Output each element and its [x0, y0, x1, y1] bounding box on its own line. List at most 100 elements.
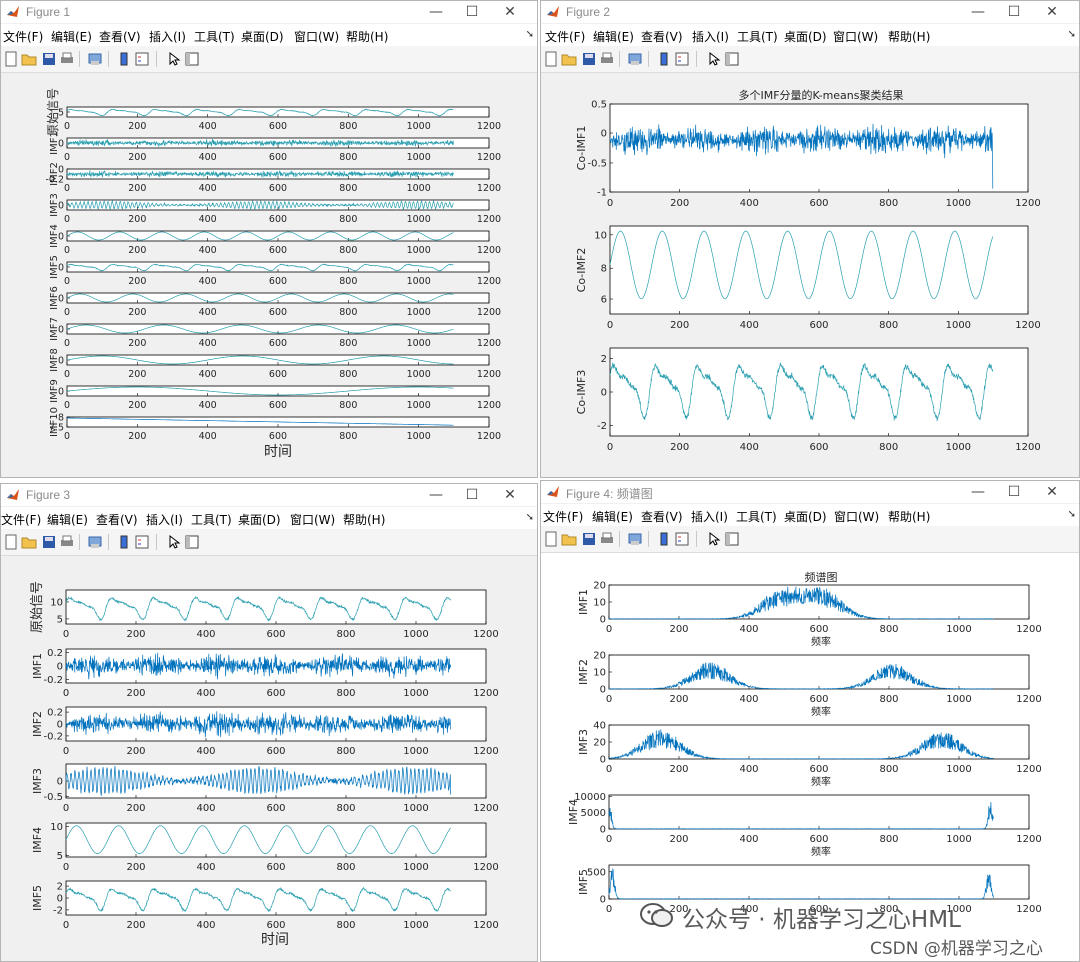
menu-desktop[interactable]: 桌面(D)	[241, 30, 284, 44]
title-bar[interactable]: Figure 3 — ☐ ✕	[1, 484, 537, 506]
x-tick-label: 200	[128, 121, 146, 132]
pointer-icon[interactable]	[166, 534, 182, 550]
menu-help[interactable]: 帮助(H)	[343, 513, 386, 527]
menu-desktop[interactable]: 桌面(D)	[238, 513, 281, 527]
open-folder-icon[interactable]	[561, 51, 577, 67]
legend-icon[interactable]	[674, 531, 690, 547]
pointer-icon[interactable]	[706, 531, 722, 547]
new-file-icon[interactable]	[3, 51, 19, 67]
minimize-button[interactable]: —	[971, 4, 985, 20]
menu-edit[interactable]: 编辑(E)	[593, 30, 634, 44]
menu-insert[interactable]: 插入(I)	[692, 30, 729, 44]
x-tick-label: 200	[126, 862, 145, 873]
x-tick-label: 800	[336, 920, 355, 931]
new-file-icon[interactable]	[543, 51, 559, 67]
colorbar-icon[interactable]	[656, 531, 672, 547]
menu-tools[interactable]: 工具(T)	[737, 30, 778, 44]
new-file-icon[interactable]	[543, 531, 559, 547]
pointer-icon[interactable]	[706, 51, 722, 67]
menu-help[interactable]: 帮助(H)	[346, 30, 389, 44]
close-button[interactable]: ✕	[504, 487, 516, 503]
close-button[interactable]: ✕	[1046, 4, 1058, 20]
property-editor-icon[interactable]	[724, 531, 740, 547]
menu-file[interactable]: 文件(F)	[545, 30, 586, 44]
menu-desktop[interactable]: 桌面(D)	[784, 30, 827, 44]
matlab-logo-icon	[547, 6, 559, 17]
menu-view[interactable]: 查看(V)	[641, 510, 683, 524]
title-bar[interactable]: Figure 1 — ☐ ✕	[1, 1, 537, 23]
menu-file[interactable]: 文件(F)	[1, 513, 42, 527]
colorbar-icon[interactable]	[656, 51, 672, 67]
print-icon[interactable]	[599, 531, 615, 547]
property-editor-icon[interactable]	[724, 51, 740, 67]
menu-edit[interactable]: 编辑(E)	[592, 510, 633, 524]
property-editor-icon[interactable]	[184, 534, 200, 550]
plot-area	[609, 225, 1029, 315]
x-tick-label: 1200	[477, 276, 501, 287]
x-tick-label: 400	[199, 400, 217, 411]
link-plot-icon[interactable]	[627, 51, 643, 67]
save-icon[interactable]	[41, 534, 57, 550]
open-folder-icon[interactable]	[561, 531, 577, 547]
open-folder-icon[interactable]	[21, 51, 37, 67]
menu-view[interactable]: 查看(V)	[641, 30, 683, 44]
legend-icon[interactable]	[134, 534, 150, 550]
menu-help[interactable]: 帮助(H)	[888, 510, 931, 524]
maximize-button[interactable]: ☐	[1007, 484, 1021, 500]
minimize-button[interactable]: —	[429, 487, 443, 503]
menu-desktop[interactable]: 桌面(D)	[784, 510, 827, 524]
print-icon[interactable]	[59, 534, 75, 550]
title-bar[interactable]: Figure 4: 频谱图 — ☐ ✕	[541, 481, 1079, 503]
colorbar-icon[interactable]	[116, 534, 132, 550]
menu-insert[interactable]: 插入(I)	[691, 510, 728, 524]
legend-icon[interactable]	[674, 51, 690, 67]
menu-insert[interactable]: 插入(I)	[149, 30, 186, 44]
legend-icon[interactable]	[134, 51, 150, 67]
link-plot-icon[interactable]	[627, 531, 643, 547]
maximize-button[interactable]: ☐	[1007, 4, 1021, 20]
menu-window[interactable]: 窗口(W)	[833, 30, 879, 44]
close-button[interactable]: ✕	[504, 4, 516, 20]
save-icon[interactable]	[581, 51, 597, 67]
close-button[interactable]: ✕	[1046, 484, 1058, 500]
link-plot-icon[interactable]	[87, 534, 103, 550]
x-tick-label: 1200	[473, 746, 498, 757]
menu-expand-icon[interactable]: ➘	[525, 29, 534, 40]
menu-tools[interactable]: 工具(T)	[194, 30, 235, 44]
minimize-button[interactable]: —	[429, 4, 443, 20]
minimize-button[interactable]: —	[971, 484, 985, 500]
menu-file[interactable]: 文件(F)	[3, 30, 44, 44]
maximize-button[interactable]: ☐	[465, 4, 479, 20]
menu-window[interactable]: 窗口(W)	[290, 513, 336, 527]
menu-view[interactable]: 查看(V)	[99, 30, 141, 44]
maximize-button[interactable]: ☐	[465, 487, 479, 503]
menu-edit[interactable]: 编辑(E)	[51, 30, 92, 44]
pointer-icon[interactable]	[166, 51, 182, 67]
save-icon[interactable]	[581, 531, 597, 547]
x-tick-label: 600	[809, 320, 828, 331]
menu-window[interactable]: 窗口(W)	[294, 30, 340, 44]
y-axis-label: IMF8	[49, 348, 60, 372]
property-editor-icon[interactable]	[184, 51, 200, 67]
new-file-icon[interactable]	[3, 534, 19, 550]
menu-insert[interactable]: 插入(I)	[146, 513, 183, 527]
menu-tools[interactable]: 工具(T)	[191, 513, 232, 527]
x-tick-label: 400	[196, 920, 215, 931]
print-icon[interactable]	[59, 51, 75, 67]
open-folder-icon[interactable]	[21, 534, 37, 550]
menu-file[interactable]: 文件(F)	[543, 510, 584, 524]
menu-help[interactable]: 帮助(H)	[888, 30, 931, 44]
link-plot-icon[interactable]	[87, 51, 103, 67]
menu-tools[interactable]: 工具(T)	[736, 510, 777, 524]
plot-area	[608, 794, 1030, 830]
save-icon[interactable]	[41, 51, 57, 67]
menu-expand-icon[interactable]: ➘	[1067, 509, 1076, 520]
menu-expand-icon[interactable]: ➘	[1067, 29, 1076, 40]
menu-window[interactable]: 窗口(W)	[834, 510, 880, 524]
title-bar[interactable]: Figure 2 — ☐ ✕	[541, 1, 1079, 23]
menu-expand-icon[interactable]: ➘	[525, 512, 534, 523]
menu-view[interactable]: 查看(V)	[96, 513, 138, 527]
colorbar-icon[interactable]	[116, 51, 132, 67]
print-icon[interactable]	[599, 51, 615, 67]
menu-edit[interactable]: 编辑(E)	[47, 513, 88, 527]
